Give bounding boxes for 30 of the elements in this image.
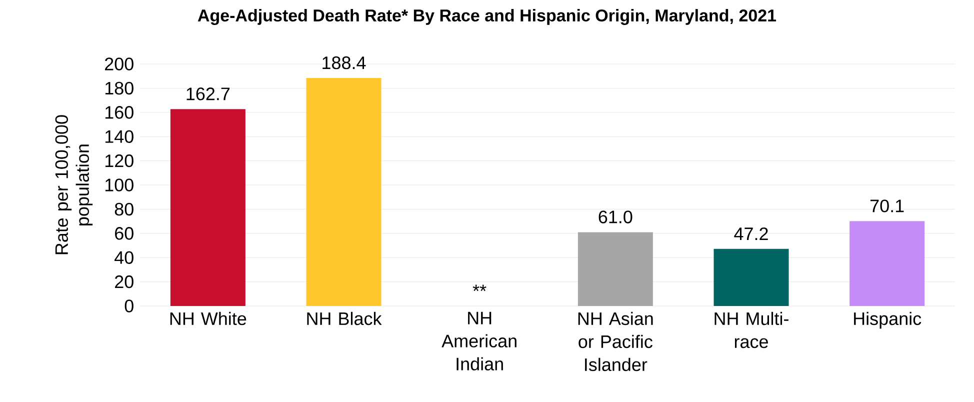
y-tick-label: 200 [105,58,134,70]
y-tick-label: 160 [105,106,134,119]
x-tick-label: NH Black [307,312,382,326]
y-tick-label: 120 [105,154,134,168]
x-tick-label: NH Multi-race [714,312,788,348]
data-label: 162.7 [186,88,230,100]
y-tick-label: 80 [114,202,134,216]
y-tick-label: 0 [124,300,134,312]
chart-title: Age-Adjusted Death Rate* By Race and Hispanic Origin, Maryland, 2021 [198,9,776,25]
x-tick-label: NH American Indian [442,312,516,370]
bar [306,78,382,306]
bar [850,221,925,306]
data-label: 188.4 [322,56,366,70]
y-tick-label: 100 [105,178,134,192]
y-tick-label: 60 [115,227,134,240]
x-tick-label: Hispanic [854,312,922,329]
y-tick-label: 140 [105,130,134,143]
y-tick-label: 40 [114,251,134,264]
data-label: 47.2 [734,227,768,240]
y-axis-title: Rate per 100,000 population [55,115,93,254]
data-label: 61.0 [598,210,632,224]
y-tick-label: 180 [105,82,134,95]
data-label: 70.1 [870,200,904,212]
x-tick-label: NH White [170,312,246,326]
bar [714,248,789,306]
x-tick-label: NH Asian or Pacific Islander [578,312,653,372]
bar [578,232,653,306]
bar [170,109,246,306]
y-tick-label: 20 [115,275,134,288]
text: ** [472,284,486,292]
